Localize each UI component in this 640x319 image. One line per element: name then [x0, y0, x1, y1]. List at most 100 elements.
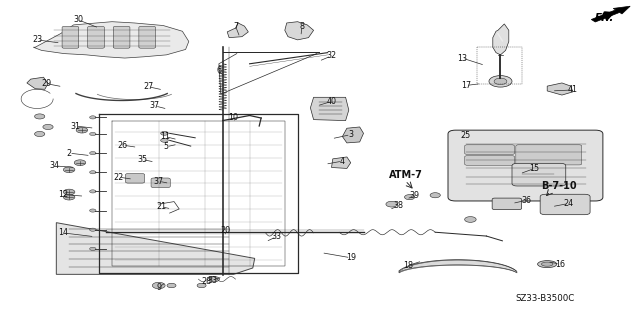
- Text: 32: 32: [326, 51, 337, 60]
- Circle shape: [494, 78, 507, 85]
- Text: 8: 8: [300, 22, 305, 31]
- Circle shape: [404, 195, 415, 200]
- Text: 33: 33: [207, 276, 218, 285]
- Circle shape: [43, 124, 53, 130]
- Text: 13: 13: [457, 54, 467, 63]
- Polygon shape: [56, 223, 255, 274]
- Text: 28: 28: [201, 277, 211, 286]
- Text: 39: 39: [410, 191, 420, 200]
- Text: 14: 14: [58, 228, 68, 237]
- Circle shape: [90, 171, 96, 174]
- Text: 23: 23: [32, 35, 42, 44]
- Text: 41: 41: [568, 85, 578, 94]
- Text: 34: 34: [49, 161, 60, 170]
- Text: 3: 3: [348, 130, 353, 139]
- Circle shape: [489, 76, 512, 87]
- Circle shape: [209, 277, 220, 282]
- Text: 12: 12: [58, 190, 68, 199]
- FancyBboxPatch shape: [465, 145, 515, 154]
- Circle shape: [90, 132, 96, 136]
- Polygon shape: [547, 83, 573, 95]
- Polygon shape: [493, 24, 509, 55]
- Circle shape: [90, 209, 96, 212]
- FancyBboxPatch shape: [125, 174, 145, 183]
- Text: 22: 22: [113, 173, 124, 182]
- Text: 19: 19: [346, 253, 356, 262]
- Ellipse shape: [541, 262, 553, 266]
- Text: 6: 6: [216, 66, 221, 75]
- Circle shape: [35, 114, 45, 119]
- Text: 25: 25: [461, 131, 471, 140]
- Text: 26: 26: [118, 141, 128, 150]
- Text: 9: 9: [156, 283, 161, 292]
- Text: 7: 7: [233, 22, 238, 31]
- Polygon shape: [285, 22, 314, 40]
- Circle shape: [35, 131, 45, 137]
- Polygon shape: [342, 127, 364, 143]
- Circle shape: [90, 228, 96, 231]
- Circle shape: [90, 247, 96, 250]
- Text: 5: 5: [164, 142, 169, 151]
- Circle shape: [63, 194, 75, 200]
- Text: 38: 38: [393, 201, 403, 210]
- Circle shape: [76, 127, 88, 133]
- FancyBboxPatch shape: [151, 178, 170, 188]
- Text: 36: 36: [521, 196, 531, 205]
- FancyBboxPatch shape: [113, 26, 130, 48]
- Polygon shape: [227, 23, 248, 38]
- FancyBboxPatch shape: [492, 198, 522, 210]
- Circle shape: [90, 190, 96, 193]
- Circle shape: [63, 167, 75, 173]
- FancyBboxPatch shape: [88, 26, 104, 48]
- Text: 31: 31: [70, 122, 81, 130]
- FancyBboxPatch shape: [62, 26, 79, 48]
- Text: 33: 33: [271, 232, 282, 241]
- Polygon shape: [33, 22, 189, 58]
- Polygon shape: [27, 77, 48, 89]
- Text: 15: 15: [529, 164, 540, 173]
- FancyBboxPatch shape: [465, 156, 515, 165]
- Text: 16: 16: [555, 260, 565, 269]
- Text: 35: 35: [137, 155, 147, 164]
- Circle shape: [197, 283, 206, 288]
- FancyBboxPatch shape: [448, 130, 603, 201]
- Circle shape: [386, 201, 397, 207]
- FancyArrow shape: [591, 6, 630, 22]
- Circle shape: [167, 283, 176, 288]
- Ellipse shape: [538, 261, 557, 268]
- Text: 4: 4: [340, 157, 345, 166]
- Text: 29: 29: [41, 79, 51, 88]
- Text: B-7-10: B-7-10: [541, 181, 577, 191]
- Circle shape: [161, 131, 168, 135]
- Circle shape: [430, 193, 440, 198]
- Circle shape: [90, 116, 96, 119]
- Text: 20: 20: [220, 226, 230, 235]
- Text: 2: 2: [67, 149, 72, 158]
- Text: 21: 21: [156, 202, 166, 211]
- Text: 40: 40: [326, 97, 337, 106]
- Text: 37: 37: [154, 177, 164, 186]
- Circle shape: [161, 138, 168, 142]
- FancyBboxPatch shape: [512, 163, 566, 186]
- Text: 24: 24: [563, 199, 573, 208]
- FancyBboxPatch shape: [540, 194, 590, 215]
- Text: ATM-7: ATM-7: [389, 170, 423, 180]
- Text: 30: 30: [73, 15, 83, 24]
- Text: FR.: FR.: [595, 12, 614, 23]
- Text: 10: 10: [228, 113, 239, 122]
- Text: SZ33-B3500C: SZ33-B3500C: [516, 294, 575, 303]
- Polygon shape: [310, 97, 349, 121]
- Circle shape: [152, 282, 165, 289]
- Circle shape: [63, 189, 75, 195]
- Text: 27: 27: [143, 82, 154, 91]
- Circle shape: [90, 152, 96, 155]
- Text: 37: 37: [150, 101, 160, 110]
- Text: 17: 17: [461, 81, 471, 90]
- Polygon shape: [332, 157, 351, 168]
- Circle shape: [465, 217, 476, 222]
- FancyBboxPatch shape: [516, 145, 582, 165]
- Text: 18: 18: [403, 261, 413, 270]
- Circle shape: [74, 160, 86, 166]
- FancyBboxPatch shape: [139, 26, 156, 48]
- Text: 11: 11: [160, 132, 170, 141]
